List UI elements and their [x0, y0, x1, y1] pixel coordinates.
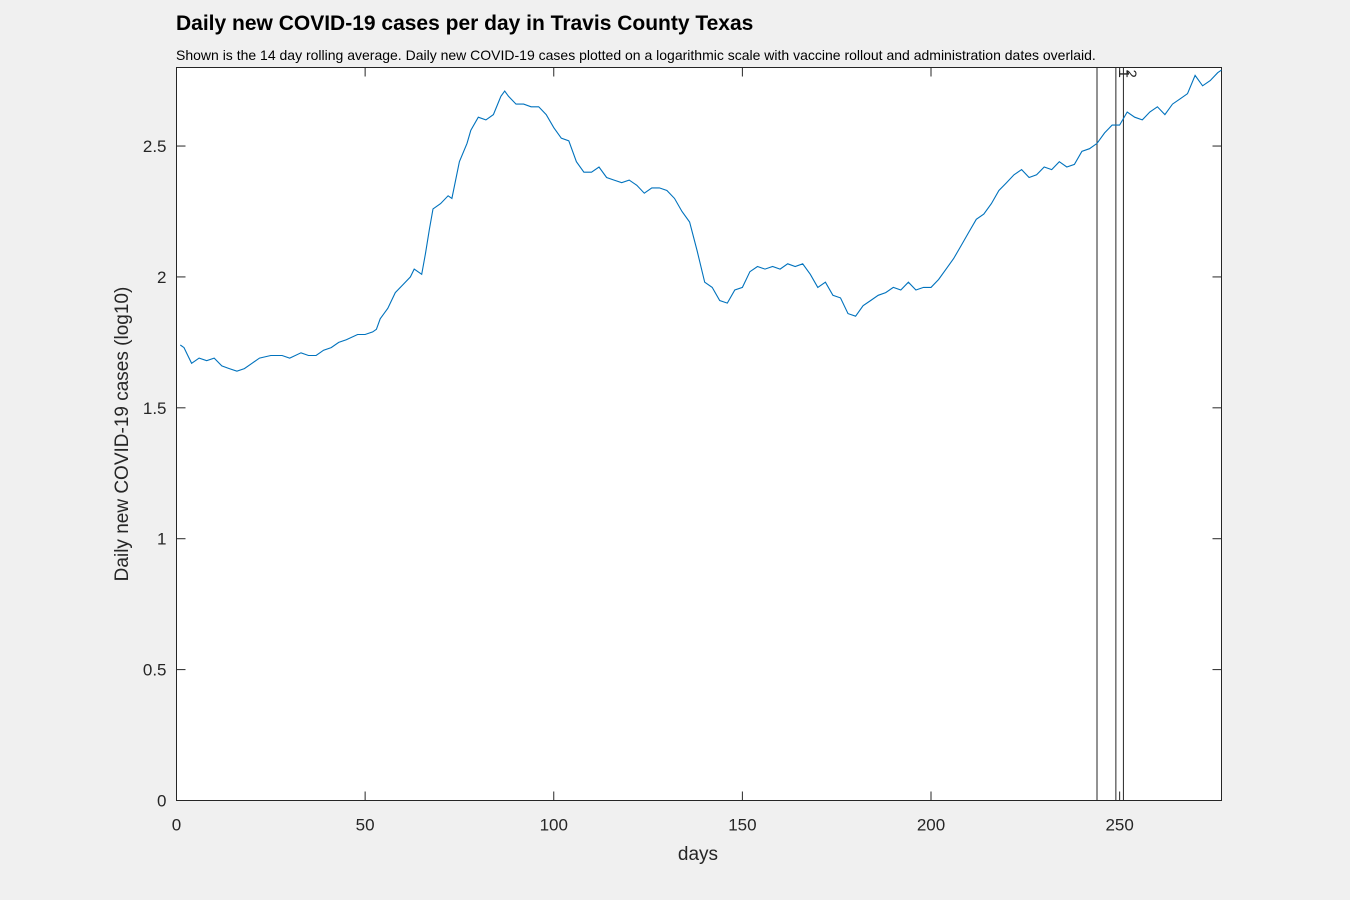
x-tick-label: 250 [1105, 816, 1133, 835]
y-tick-label: 1 [157, 530, 166, 549]
vaccine-marker-label: 2 [1122, 70, 1139, 78]
y-tick-label: 2 [157, 268, 166, 287]
x-tick-label: 50 [356, 816, 375, 835]
y-axis-ticks: 0 0.5 1 1.5 2 2.5 [143, 137, 1222, 811]
x-axis-label: days [678, 844, 718, 865]
chart-subtitle: Shown is the 14 day rolling average. Dai… [176, 47, 1096, 63]
y-axis-label: Daily new COVID-19 cases (log10) [112, 287, 133, 582]
chart-title: Daily new COVID-19 cases per day in Trav… [176, 12, 754, 35]
x-tick-label: 0 [172, 816, 181, 835]
x-tick-label: 100 [540, 816, 568, 835]
x-tick-label: 200 [917, 816, 945, 835]
y-tick-label: 2.5 [143, 137, 167, 156]
y-tick-label: 0 [157, 792, 166, 811]
y-tick-label: 0.5 [143, 661, 167, 680]
y-tick-label: 1.5 [143, 399, 167, 418]
x-axis-ticks: 0 50 100 150 200 250 [172, 67, 1134, 835]
plot-area [176, 67, 1222, 801]
series-group [179, 69, 1222, 372]
series-line [179, 69, 1222, 372]
vaccine-markers: 12 [1096, 67, 1139, 801]
x-tick-label: 150 [728, 816, 756, 835]
